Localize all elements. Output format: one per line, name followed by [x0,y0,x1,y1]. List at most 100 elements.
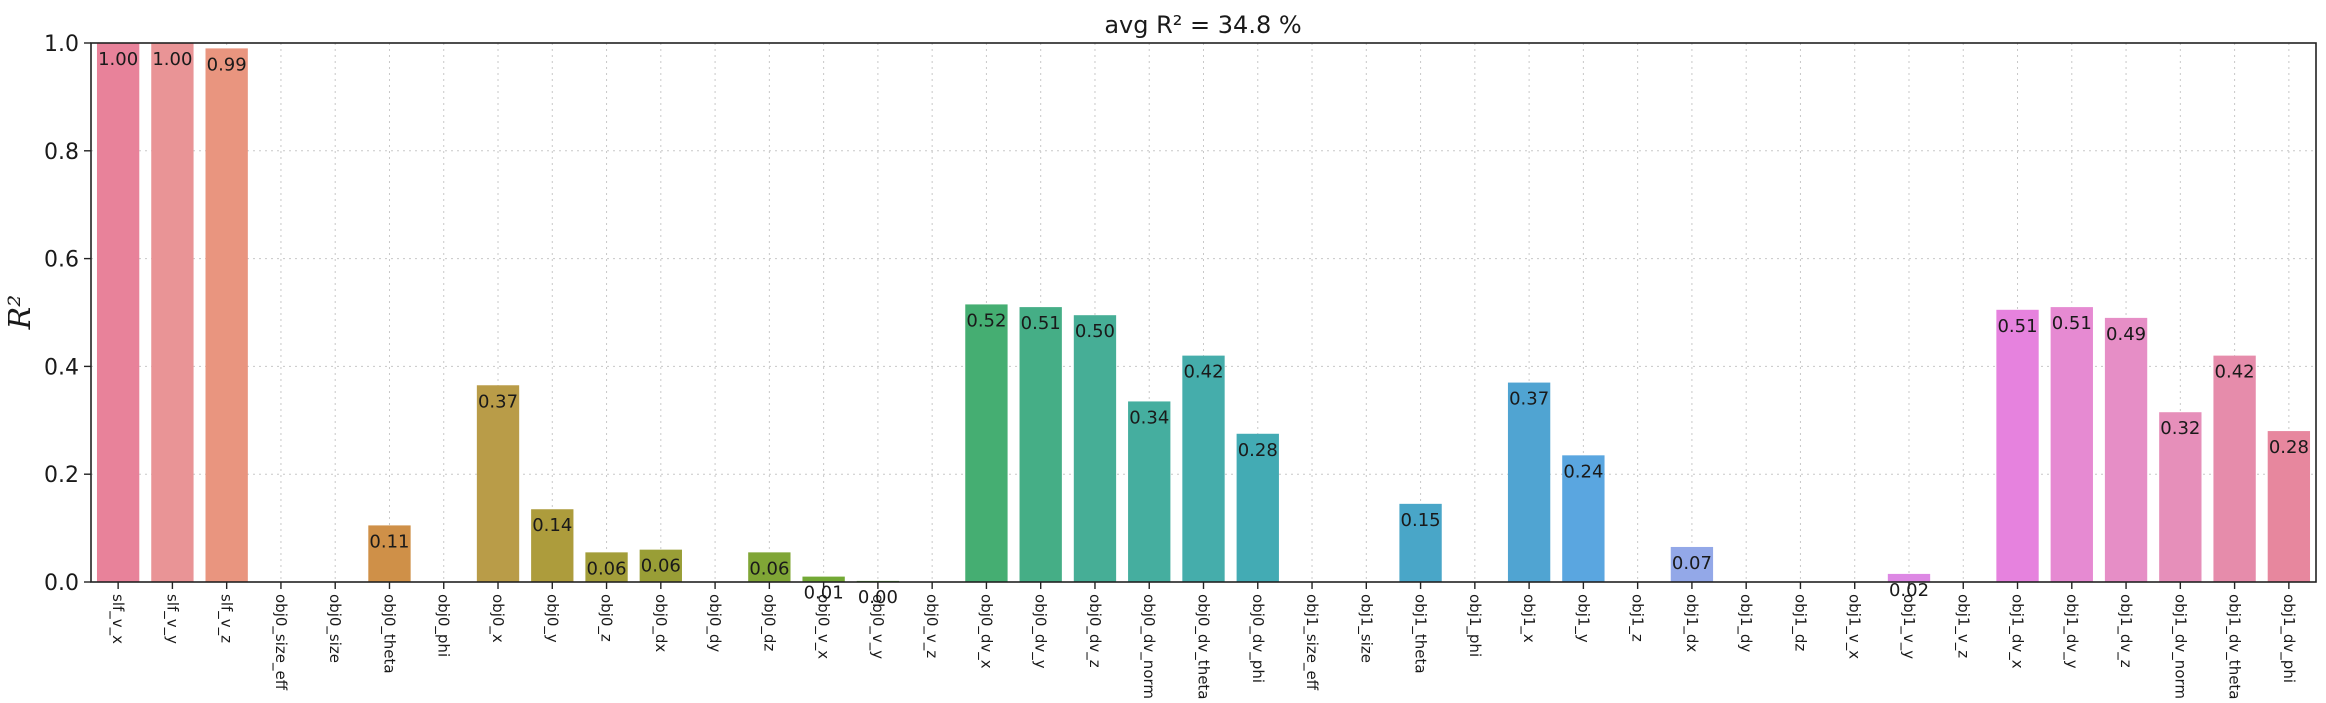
x-tick-label: obj0_dz [759,594,778,651]
x-tick-label: obj0_dv_phi [1248,594,1267,683]
bar [965,304,1008,582]
x-tick-label: obj1_dv_y [2062,594,2081,669]
bar [2213,355,2256,582]
bar [802,576,845,582]
bar [1670,546,1714,582]
x-tick-label: slf_v_x [108,594,127,644]
x-tick-label: obj1_dv_theta [2225,594,2244,700]
x-tick-label: obj1_phi [1465,594,1484,657]
x-tick-label: obj1_theta [1411,594,1430,674]
bar [368,525,411,582]
data-label-layer: 1.00 1.00 0.99 0.11 0.37 0.14 0.06 0.06 0.06 0.01… [98,49,2309,608]
x-tick-label: obj1_dv_phi [2279,594,2298,683]
x-tick-label: obj0_v_y [868,594,887,659]
x-tick-label: obj1_dz [1790,594,1809,651]
x-tick-label: obj0_size [325,594,344,663]
x-tick-label: obj1_v_y [1899,594,1918,659]
bar-value-label: 0.11 [369,531,409,552]
bar-value-label: 0.37 [478,391,518,412]
bar [1399,503,1442,582]
bar-value-label: 1.00 [98,49,138,70]
x-tick-label: obj0_dy [705,594,724,652]
bar-value-label: 0.51 [1997,316,2037,337]
bar-value-label: 0.06 [587,558,627,579]
bar [1236,433,1279,582]
x-tick-layer: slf_v_x slf_v_y slf_v_z obj0_size_eff obj0_s… [108,582,2298,700]
x-tick-label: obj0_dx [651,594,670,652]
x-tick-label: obj1_x [1519,594,1538,643]
bar-value-label: 0.15 [1401,510,1441,531]
x-tick-label: obj1_v_z [1953,594,1972,658]
x-tick-label: obj1_dv_x [2008,594,2027,669]
bar [1128,401,1171,582]
bar-value-label: 1.00 [152,49,192,70]
bar-value-label: 0.06 [641,556,681,577]
bar [1019,307,1062,582]
x-tick-label: obj0_y [542,594,561,643]
chart-title: avg R² = 34.8 % [1104,11,1301,39]
bar [2159,412,2202,582]
x-tick-label: obj0_x [488,594,507,643]
x-tick-label: obj1_v_x [1845,594,1864,659]
bar-value-label: 0.28 [1238,440,1278,461]
x-tick-label: obj0_v_z [922,594,941,658]
bar-value-label: 0.37 [1509,389,1549,410]
y-tick-label: 0.6 [44,248,79,273]
x-tick-label: obj0_dv_norm [1139,594,1158,699]
bar-value-label: 0.02 [1889,580,1929,601]
bar-value-label: 0.01 [804,583,844,604]
bar [476,385,520,582]
bar-value-label: 0.06 [749,558,789,579]
y-tick-label: 0.0 [44,571,79,596]
x-tick-label: slf_v_y [162,594,181,644]
bar-value-label: 0.42 [2215,362,2255,383]
y-tick-label: 0.8 [44,140,79,165]
bar-value-label: 0.24 [1563,461,1603,482]
bar-value-label: 0.34 [1129,407,1169,428]
bar [2104,317,2148,582]
bar-value-label: 0.00 [858,587,898,608]
x-tick-label: slf_v_z [217,594,236,643]
bar-value-label: 0.42 [1183,362,1223,383]
x-tick-label: obj1_y [1573,594,1592,643]
bar [1887,573,1931,582]
bar [585,552,628,582]
bar [205,48,248,582]
bar [1073,315,1117,582]
bar-value-label: 0.50 [1075,321,1115,342]
x-tick-label: obj0_dv_theta [1194,594,1213,700]
bar [96,43,140,582]
x-tick-label: obj1_dv_norm [2170,594,2189,699]
bar-value-label: 0.49 [2106,324,2146,345]
x-tick-label: obj1_dx [1682,594,1701,652]
bar [1182,355,1225,582]
y-axis-label: R² [3,295,38,331]
bar [2050,307,2093,582]
x-tick-label: obj1_dv_z [2116,594,2135,668]
bar [2267,431,2311,582]
bar [639,549,682,582]
bar [1507,382,1551,582]
x-tick-label: obj1_size [1356,594,1375,663]
bar-value-label: 0.14 [532,515,572,536]
x-tick-label: obj0_v_x [814,594,833,659]
x-tick-label: obj0_dv_z [1085,594,1104,668]
x-tick-label: obj0_dv_y [1031,594,1050,669]
bar-value-label: 0.99 [207,54,247,75]
bar [151,43,194,582]
y-tick-label: 0.2 [44,463,79,488]
bar [1562,455,1605,582]
y-tick-label: 0.4 [44,355,79,380]
bar-value-label: 0.52 [966,310,1006,331]
x-tick-label: obj0_z [597,594,616,642]
x-tick-label: obj1_z [1628,594,1647,642]
x-tick-label: obj1_size_eff [1302,594,1321,691]
bar [1996,309,2039,582]
bar [531,509,574,582]
y-tick-layer: 0.0 0.2 0.4 0.6 0.8 1.0 [44,32,91,596]
bar [748,552,791,582]
x-tick-label: obj0_size_eff [271,594,290,691]
x-tick-label: obj0_dv_x [976,594,995,669]
